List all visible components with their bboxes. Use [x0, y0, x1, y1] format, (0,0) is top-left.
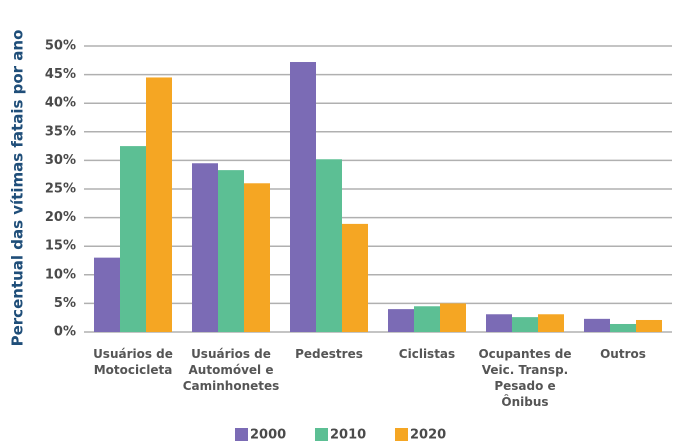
y-tick-label: 30% — [45, 153, 76, 168]
legend-swatch — [395, 428, 408, 441]
x-tick-label-line: Usuários de — [191, 347, 271, 361]
bar — [342, 223, 368, 332]
bar — [636, 319, 662, 332]
legend-label: 2020 — [410, 428, 446, 443]
x-tick-label: Usuários de Motocicleta — [93, 347, 173, 377]
y-tick-label: 45% — [45, 67, 76, 82]
x-tick-label: Ciclistas — [399, 347, 455, 361]
bar — [94, 257, 120, 332]
x-tick-label-line: Caminhonetes — [183, 379, 280, 393]
bar — [146, 77, 172, 333]
bar — [486, 314, 512, 332]
bar — [414, 306, 440, 332]
y-tick-label: 0% — [54, 325, 76, 340]
x-tick-label-line: Automóvel e — [189, 363, 274, 377]
bar — [120, 146, 146, 332]
x-tick-label-line: Outros — [600, 347, 646, 361]
y-tick-label: 15% — [45, 239, 76, 254]
y-tick-label: 25% — [45, 182, 76, 197]
bar — [512, 317, 538, 332]
x-tick-label: Pedestres — [295, 347, 363, 361]
bar — [218, 170, 244, 332]
x-tick-label-line: Ocupantes de — [478, 347, 571, 361]
legend-swatch — [235, 428, 248, 441]
bar — [610, 323, 636, 332]
bar — [244, 183, 270, 332]
x-tick-label: Usuários de Automóvel e Caminhonetes — [183, 347, 280, 393]
legend-swatch — [315, 428, 328, 441]
y-tick-label: 20% — [45, 210, 76, 225]
bar — [584, 318, 610, 332]
legend-label: 2010 — [330, 428, 366, 443]
x-tick-label-line: Pesado e — [494, 379, 555, 393]
bar — [538, 314, 564, 332]
y-tick-label: 50% — [45, 39, 76, 54]
x-tick-label-line: Ciclistas — [399, 347, 455, 361]
y-tick-label: 35% — [45, 124, 76, 139]
y-tick-label: 5% — [54, 296, 76, 311]
bar — [290, 62, 316, 333]
y-axis-label: Percentual das vítimas fatais por ano — [9, 30, 27, 347]
bar — [316, 159, 342, 332]
x-tick-label-line: Motocicleta — [94, 363, 173, 377]
x-tick-label: Ocupantes de Veic. Transp. Pesado e Ônibus — [478, 347, 571, 409]
y-tick-label: 40% — [45, 96, 76, 111]
x-tick-label-line: Ônibus — [501, 394, 548, 409]
x-tick-label-line: Usuários de — [93, 347, 173, 361]
legend-label: 2000 — [250, 428, 286, 443]
x-tick-label-line: Veic. Transp. — [482, 363, 568, 377]
x-tick-label: Outros — [600, 347, 646, 361]
bar — [440, 303, 466, 332]
bar — [192, 163, 218, 332]
bar — [388, 309, 414, 332]
x-tick-label-line: Pedestres — [295, 347, 363, 361]
y-tick-label: 10% — [45, 267, 76, 282]
